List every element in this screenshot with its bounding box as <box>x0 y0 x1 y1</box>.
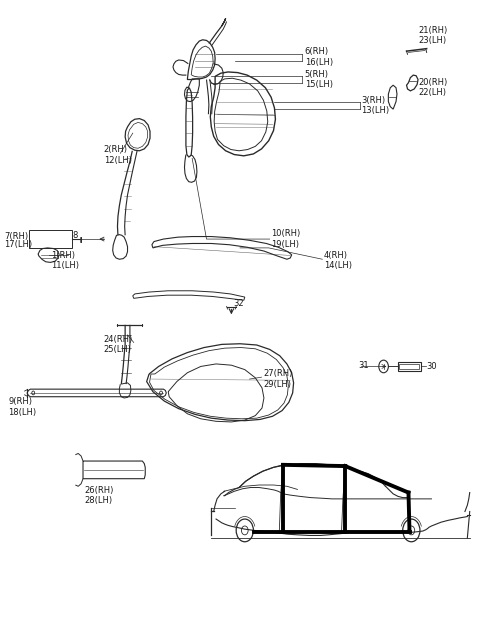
Text: 4(RH)
14(LH): 4(RH) 14(LH) <box>324 251 352 270</box>
Text: 20(RH)
22(LH): 20(RH) 22(LH) <box>418 78 447 97</box>
Text: 26(RH)
28(LH): 26(RH) 28(LH) <box>84 486 114 506</box>
Text: 1(RH)
11(LH): 1(RH) 11(LH) <box>51 251 79 270</box>
Bar <box>29 230 72 248</box>
Bar <box>399 364 420 369</box>
Text: 7(RH): 7(RH) <box>4 232 29 241</box>
Text: 32: 32 <box>233 299 244 308</box>
Text: 21(RH)
23(LH): 21(RH) 23(LH) <box>418 26 447 45</box>
Text: 6(RH)
16(LH): 6(RH) 16(LH) <box>305 47 333 66</box>
Text: 3(RH)
13(LH): 3(RH) 13(LH) <box>361 95 390 115</box>
Text: 31: 31 <box>359 361 369 370</box>
Text: 10(RH)
19(LH): 10(RH) 19(LH) <box>271 229 300 249</box>
Text: 5(RH)
15(LH): 5(RH) 15(LH) <box>305 70 333 89</box>
Text: 24(RH)
25(LH): 24(RH) 25(LH) <box>104 335 133 354</box>
Text: 9(RH)
18(LH): 9(RH) 18(LH) <box>8 397 36 416</box>
Text: 17(LH): 17(LH) <box>4 240 33 248</box>
Bar <box>398 362 421 371</box>
Text: 30: 30 <box>427 362 437 371</box>
Text: 27(RH)
29(LH): 27(RH) 29(LH) <box>263 369 292 389</box>
Text: 8: 8 <box>72 231 78 240</box>
Text: 2(RH)
12(LH): 2(RH) 12(LH) <box>104 145 132 165</box>
